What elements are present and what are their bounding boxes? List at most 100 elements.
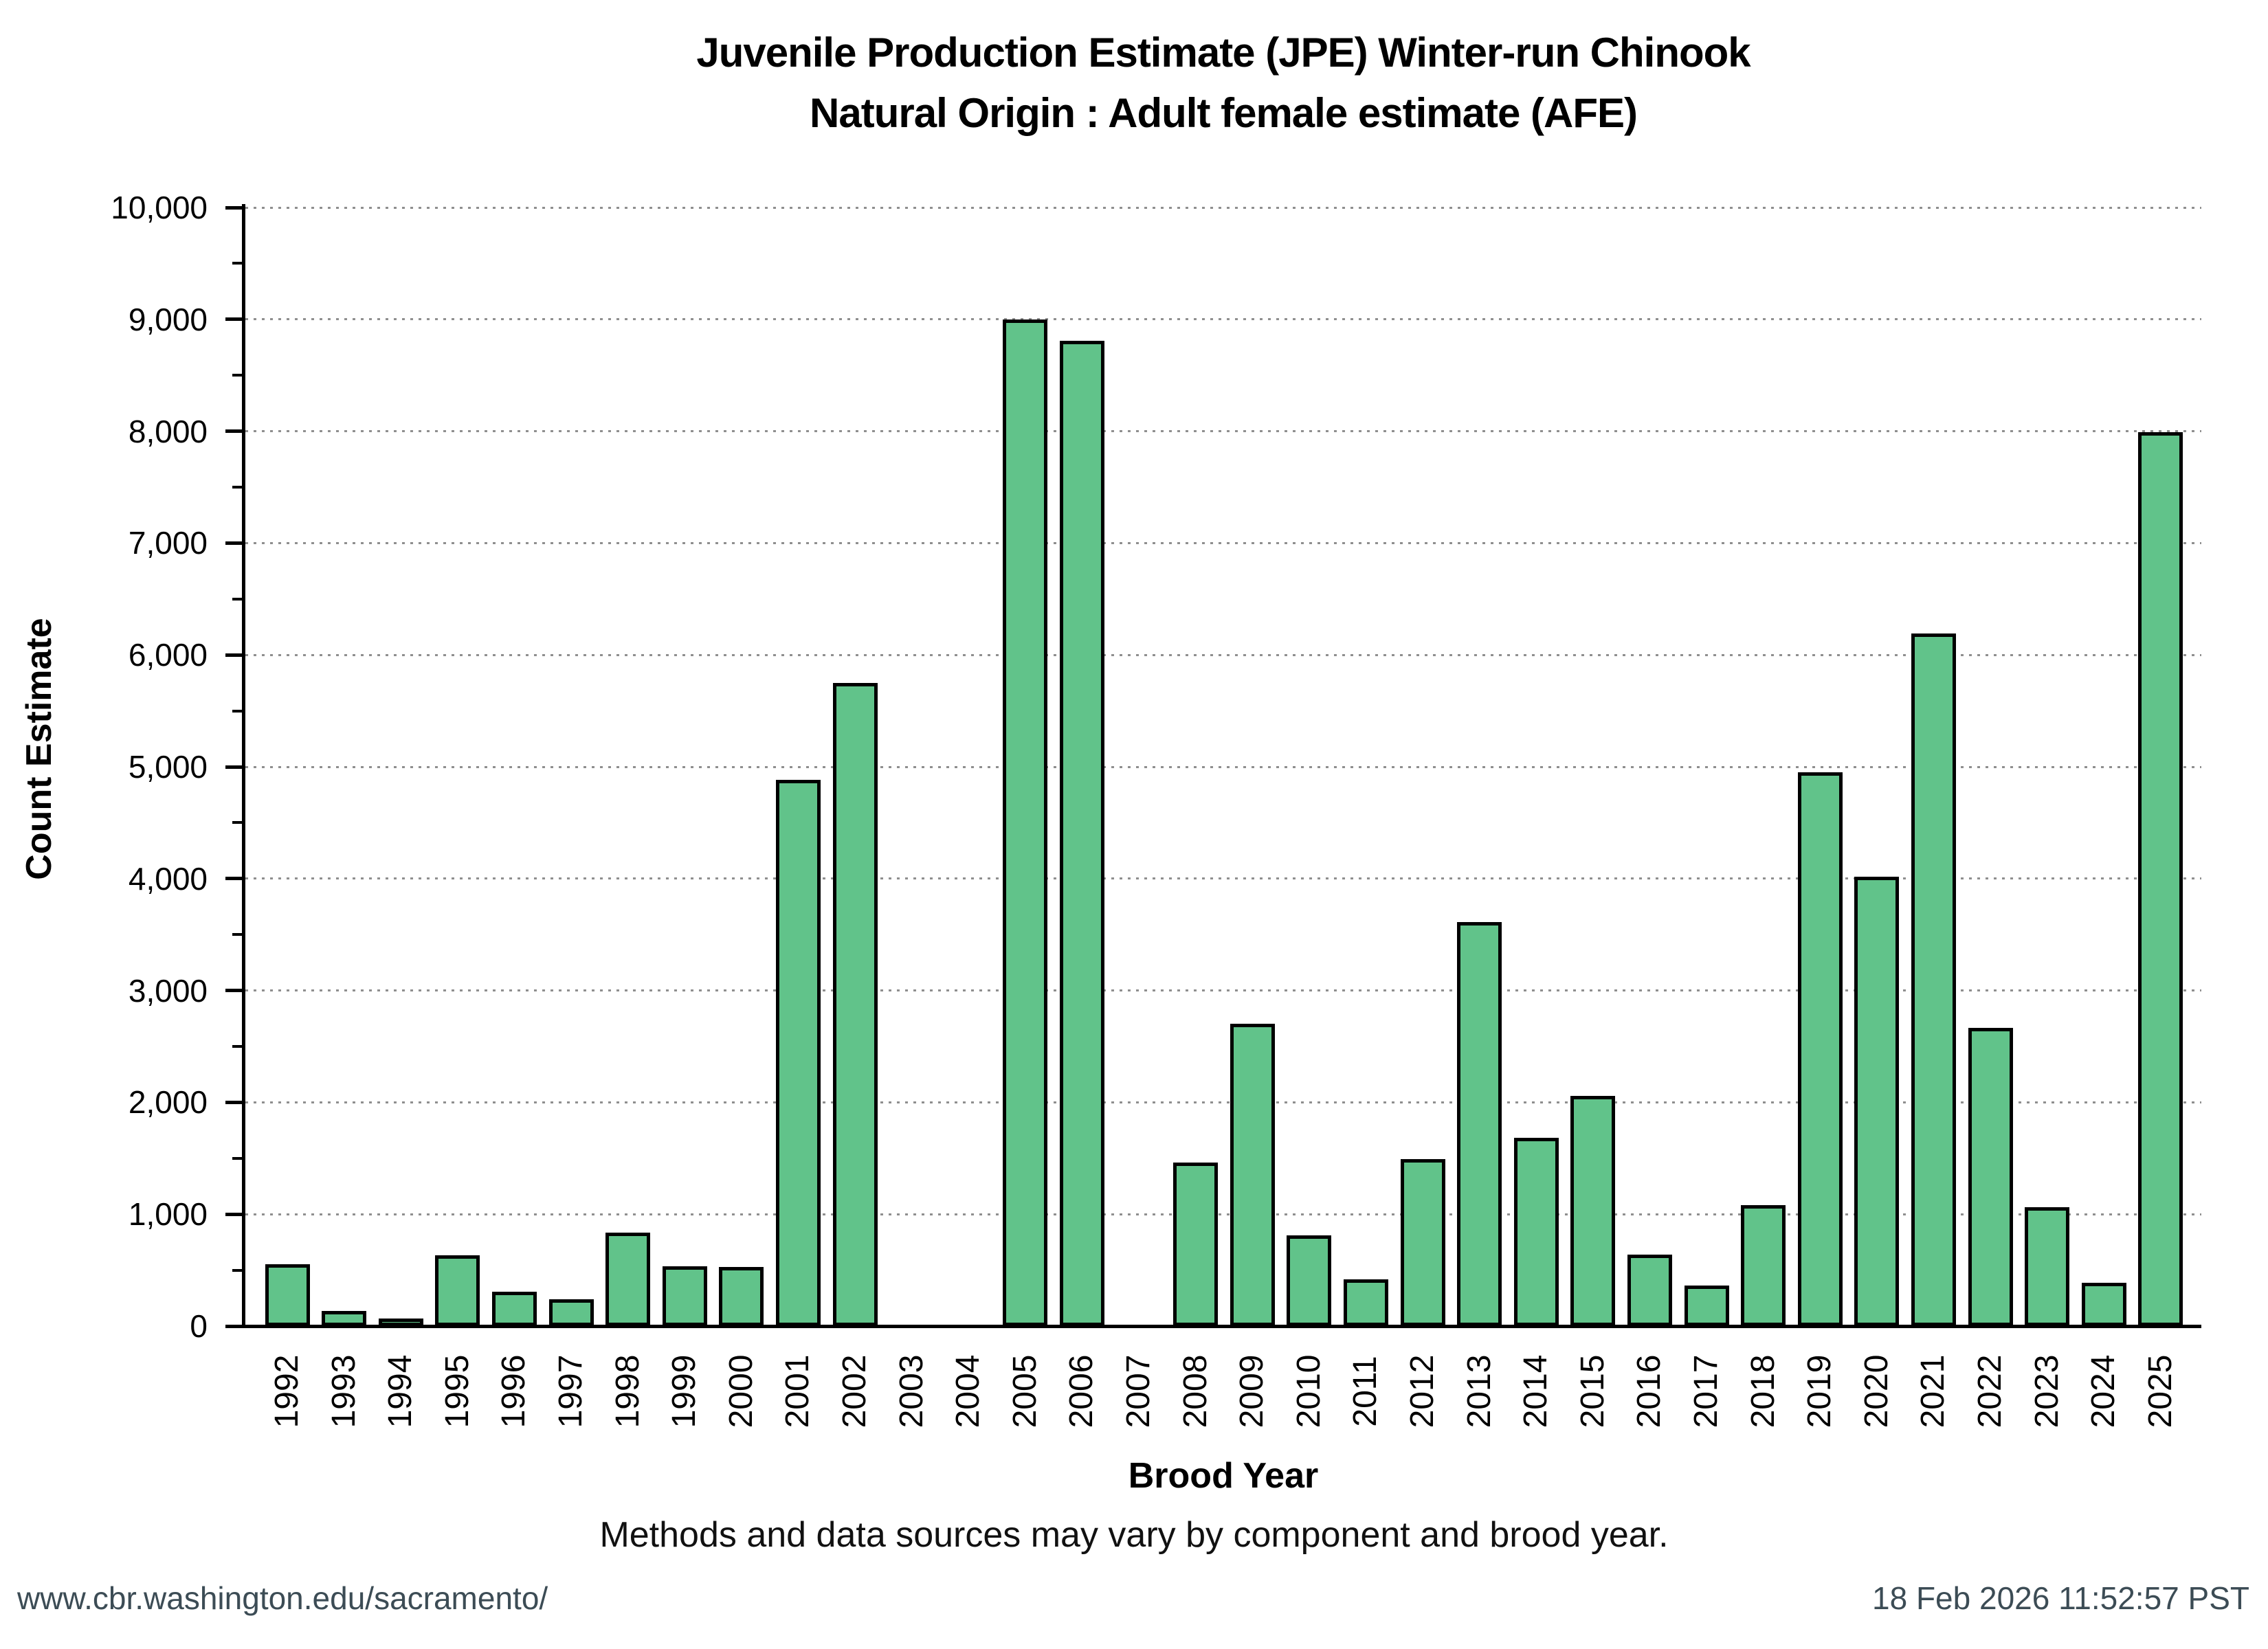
x-tick-label-2022: 2022 bbox=[1972, 1354, 2008, 1428]
x-tick-label-2016: 2016 bbox=[1631, 1354, 1668, 1428]
x-tick-label-2011: 2011 bbox=[1347, 1356, 1384, 1427]
y-gridline-1,000 bbox=[245, 1213, 2201, 1215]
x-tick-label-2005: 2005 bbox=[1006, 1354, 1043, 1428]
x-tick-label-1999: 1999 bbox=[666, 1354, 703, 1428]
y-major-tick bbox=[225, 989, 242, 993]
bar-2014 bbox=[1513, 1138, 1559, 1326]
bar-2000 bbox=[719, 1267, 764, 1326]
bar-1996 bbox=[491, 1292, 537, 1326]
x-tick-label-1996: 1996 bbox=[496, 1354, 533, 1428]
bar-1997 bbox=[548, 1299, 594, 1326]
x-tick-label-1993: 1993 bbox=[325, 1354, 362, 1428]
bar-1994 bbox=[378, 1319, 423, 1326]
y-tick-label-6,000: 6,000 bbox=[128, 637, 208, 673]
bar-2006 bbox=[1059, 341, 1104, 1326]
y-minor-tick bbox=[232, 1156, 242, 1160]
bar-2024 bbox=[2081, 1283, 2126, 1326]
y-major-tick bbox=[225, 429, 242, 434]
y-major-tick bbox=[225, 1100, 242, 1104]
chart-footnote: Methods and data sources may vary by com… bbox=[599, 1515, 1669, 1555]
y-tick-label-0: 0 bbox=[190, 1308, 208, 1344]
x-tick-label-2007: 2007 bbox=[1120, 1354, 1157, 1428]
y-gridline-3,000 bbox=[245, 989, 2201, 992]
y-minor-tick bbox=[232, 1045, 242, 1048]
x-axis-line bbox=[228, 1325, 2201, 1328]
y-gridline-7,000 bbox=[245, 541, 2201, 544]
bar-2015 bbox=[1570, 1096, 1616, 1326]
x-tick-label-1994: 1994 bbox=[382, 1354, 419, 1428]
bar-1993 bbox=[322, 1311, 367, 1326]
x-axis-label: Brood Year bbox=[1128, 1456, 1319, 1496]
y-minor-tick bbox=[232, 597, 242, 601]
x-tick-label-2019: 2019 bbox=[1801, 1354, 1838, 1428]
y-tick-label-4,000: 4,000 bbox=[128, 860, 208, 897]
y-major-tick bbox=[225, 317, 242, 322]
x-tick-label-2002: 2002 bbox=[836, 1354, 873, 1428]
y-minor-tick bbox=[232, 821, 242, 824]
footer-url: www.cbr.washington.edu/sacramento/ bbox=[17, 1580, 548, 1616]
x-tick-label-2014: 2014 bbox=[1517, 1354, 1555, 1428]
y-minor-tick bbox=[232, 933, 242, 936]
x-tick-label-2024: 2024 bbox=[2085, 1354, 2122, 1428]
y-gridline-2,000 bbox=[245, 1101, 2201, 1103]
x-tick-label-1995: 1995 bbox=[438, 1354, 476, 1428]
plot-area bbox=[245, 206, 2201, 1326]
y-gridline-9,000 bbox=[245, 318, 2201, 321]
footer-timestamp: 18 Feb 2026 11:52:57 PST bbox=[1872, 1580, 2249, 1616]
bar-2005 bbox=[1003, 319, 1048, 1326]
y-tick-label-9,000: 9,000 bbox=[128, 301, 208, 337]
y-gridline-8,000 bbox=[245, 430, 2201, 433]
y-tick-label-7,000: 7,000 bbox=[128, 525, 208, 561]
bar-2018 bbox=[1741, 1205, 1786, 1326]
bar-2023 bbox=[2025, 1207, 2070, 1326]
x-tick-label-2004: 2004 bbox=[950, 1354, 987, 1428]
y-minor-tick bbox=[232, 374, 242, 377]
bar-2009 bbox=[1230, 1024, 1275, 1326]
bar-2002 bbox=[832, 683, 878, 1326]
x-tick-label-2001: 2001 bbox=[779, 1354, 816, 1428]
y-gridline-10,000 bbox=[245, 206, 2201, 209]
y-major-tick bbox=[225, 765, 242, 769]
y-gridline-5,000 bbox=[245, 765, 2201, 768]
bar-2020 bbox=[1854, 877, 1900, 1326]
bar-2012 bbox=[1400, 1159, 1445, 1326]
y-major-tick bbox=[225, 541, 242, 545]
y-tick-label-1,000: 1,000 bbox=[128, 1196, 208, 1233]
y-gridline-4,000 bbox=[245, 877, 2201, 880]
x-tick-label-2020: 2020 bbox=[1858, 1354, 1895, 1428]
x-tick-label-2025: 2025 bbox=[2142, 1354, 2179, 1428]
y-tick-label-3,000: 3,000 bbox=[128, 972, 208, 1009]
chart-title-line2: Natural Origin : Adult female estimate (… bbox=[810, 90, 1638, 136]
y-major-tick bbox=[225, 205, 242, 210]
bar-2011 bbox=[1343, 1279, 1388, 1326]
x-tick-label-2013: 2013 bbox=[1460, 1354, 1498, 1428]
bar-1998 bbox=[605, 1233, 651, 1326]
x-tick-label-2018: 2018 bbox=[1744, 1354, 1781, 1428]
bar-2010 bbox=[1287, 1235, 1332, 1326]
y-major-tick bbox=[225, 877, 242, 881]
y-major-tick bbox=[225, 1212, 242, 1216]
y-axis-line bbox=[242, 204, 245, 1326]
bar-2017 bbox=[1684, 1286, 1729, 1326]
bar-2021 bbox=[1911, 633, 1956, 1326]
x-tick-label-2015: 2015 bbox=[1574, 1354, 1611, 1428]
x-tick-label-2021: 2021 bbox=[1915, 1354, 1952, 1428]
y-minor-tick bbox=[232, 262, 242, 265]
chart-title-line1: Juvenile Production Estimate (JPE) Winte… bbox=[696, 30, 1750, 76]
bar-2013 bbox=[1457, 922, 1502, 1326]
y-minor-tick bbox=[232, 486, 242, 489]
bar-2008 bbox=[1173, 1163, 1219, 1326]
x-tick-label-1998: 1998 bbox=[609, 1354, 646, 1428]
x-tick-label-1992: 1992 bbox=[269, 1354, 305, 1428]
x-tick-label-2017: 2017 bbox=[1688, 1354, 1724, 1428]
bar-2016 bbox=[1627, 1255, 1672, 1326]
y-tick-label-10,000: 10,000 bbox=[111, 190, 208, 225]
x-tick-label-2023: 2023 bbox=[2028, 1354, 2065, 1428]
y-minor-tick bbox=[232, 709, 242, 713]
y-tick-label-5,000: 5,000 bbox=[128, 749, 208, 785]
x-tick-label-2003: 2003 bbox=[893, 1354, 930, 1428]
bar-2025 bbox=[2138, 432, 2183, 1326]
bar-1992 bbox=[265, 1264, 310, 1326]
bar-1995 bbox=[435, 1255, 480, 1326]
x-tick-label-2008: 2008 bbox=[1177, 1354, 1214, 1428]
